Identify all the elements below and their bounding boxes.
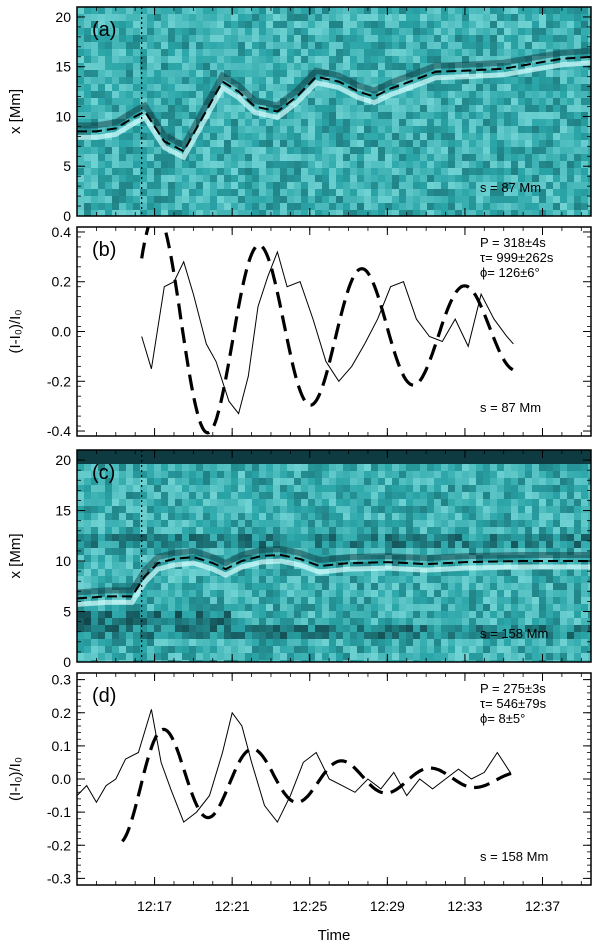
- panel-annotation: s = 158 Mm: [480, 626, 548, 641]
- bright-ridge: [77, 60, 591, 161]
- panel-frame: [76, 449, 592, 663]
- y-tick-label: -0.1: [47, 804, 71, 820]
- y-tick-label: -0.2: [47, 837, 71, 853]
- panel-frame: [76, 6, 592, 217]
- y-axis-label: x [Mm]: [7, 534, 24, 579]
- fit-param: τ= 546±79s: [480, 696, 547, 711]
- y-tick-label: 20: [55, 9, 71, 25]
- y-tick-label: 5: [63, 604, 71, 620]
- panel-c: 0 5 10 15 20 (c) s = 158 Mm x [Mm]: [7, 449, 592, 670]
- bright-ridge: [77, 558, 591, 607]
- fit-param: ϕ= 126±6°: [480, 265, 540, 280]
- plot-area: [140, 227, 514, 435]
- x-tick-label: 12:33: [447, 898, 482, 914]
- tracked-path: [77, 553, 591, 600]
- y-tick-label: -0.4: [47, 423, 71, 439]
- damped-fit-curve: [121, 727, 514, 843]
- fit-param: ϕ= 8±5°: [480, 711, 525, 726]
- y-tick-label: 0.3: [52, 672, 72, 688]
- heatmap-cells: [77, 7, 591, 216]
- tracked-path: [77, 55, 591, 153]
- panel-annotation: s = 87 Mm: [480, 180, 541, 195]
- panel-label: (b): [92, 239, 116, 261]
- fit-param: P = 275±3s: [480, 681, 546, 696]
- x-axis-label: Time: [318, 927, 351, 944]
- y-tick-label: 0.4: [52, 224, 72, 240]
- heatmap-cells: [77, 450, 591, 662]
- fit-param: P = 318±4s: [480, 235, 546, 250]
- y-tick-label: 5: [63, 158, 71, 174]
- x-tick-label: 12:17: [137, 898, 172, 914]
- y-tick-label: 10: [55, 108, 71, 124]
- panel-label: (d): [92, 685, 116, 707]
- observed-series: [77, 709, 511, 824]
- y-tick-label: 15: [55, 503, 71, 519]
- y-axis-label: (I-I₀)/I₀: [7, 757, 24, 801]
- plot-area: [77, 7, 591, 216]
- y-axis-label: (I-I₀)/I₀: [7, 309, 24, 353]
- y-axis-label: x [Mm]: [7, 89, 24, 134]
- y-tick-label: 15: [55, 59, 71, 75]
- panel-label: (a): [92, 19, 116, 41]
- dark-ridge: [77, 545, 591, 596]
- panel-label: (c): [92, 462, 115, 484]
- plot-area: [77, 450, 591, 662]
- plot-area: [77, 709, 514, 843]
- y-tick-label: -0.3: [47, 870, 71, 886]
- panel-a: 0 5 10 15 20 (a) s = 87 Mm x [Mm]: [7, 6, 592, 224]
- panel-annotation: s = 158 Mm: [480, 849, 548, 864]
- y-tick-label: 0.2: [52, 274, 72, 290]
- x-tick-label: 12:21: [215, 898, 250, 914]
- damped-fit-curve: [140, 227, 514, 435]
- y-tick-label: -0.2: [47, 373, 71, 389]
- x-tick-label: 12:25: [292, 898, 327, 914]
- fit-param: τ= 999±262s: [480, 250, 554, 265]
- y-tick-label: 0: [63, 208, 71, 224]
- y-tick-label: 10: [55, 553, 71, 569]
- x-tick-label: 12:29: [370, 898, 405, 914]
- x-tick-label: 12:37: [525, 898, 560, 914]
- y-tick-label: 0: [63, 654, 71, 670]
- panel-annotation: s = 87 Mm: [480, 400, 541, 415]
- dark-ridge: [77, 47, 591, 150]
- y-tick-label: 0.2: [52, 705, 72, 721]
- y-tick-label: 0.0: [52, 771, 72, 787]
- observed-series: [141, 250, 514, 415]
- y-tick-label: 20: [55, 452, 71, 468]
- y-tick-label: 0.0: [52, 324, 72, 340]
- y-tick-label: 0.1: [52, 738, 72, 754]
